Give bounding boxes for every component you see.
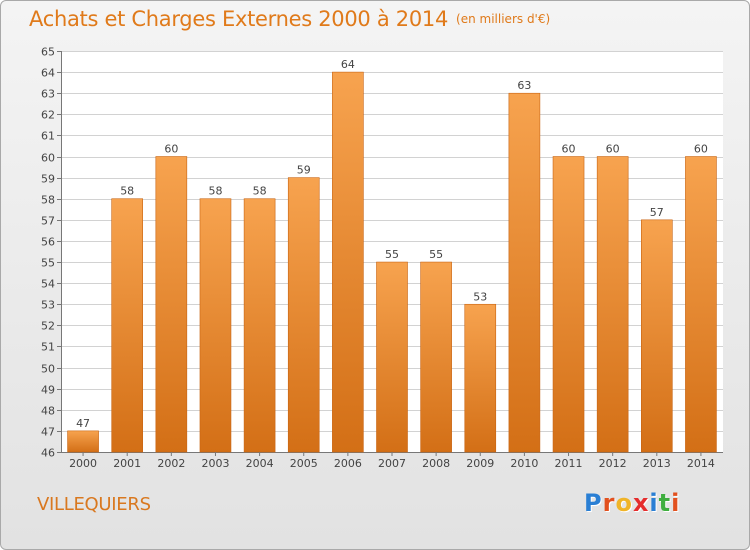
data-label: 57	[650, 206, 664, 219]
x-tick-label: 2014	[687, 457, 715, 470]
x-tick-label: 2001	[113, 457, 141, 470]
data-label: 58	[120, 185, 134, 198]
logo-letter: r	[602, 489, 616, 517]
y-tick-label: 48	[41, 405, 55, 418]
x-tick-label: 2013	[643, 457, 671, 470]
bar	[67, 430, 99, 453]
y-tick-label: 53	[41, 299, 55, 312]
bar	[332, 71, 364, 453]
data-label: 64	[341, 58, 355, 71]
x-tick-label: 2009	[466, 457, 494, 470]
bar	[287, 177, 320, 453]
data-label: 58	[208, 185, 222, 198]
y-tick-label: 54	[41, 278, 55, 291]
y-tick-label: 57	[41, 215, 55, 228]
x-tick-label: 2000	[69, 457, 97, 470]
logo-letter: t	[658, 489, 672, 517]
y-tick-label: 62	[41, 109, 55, 122]
data-label: 55	[385, 248, 399, 261]
y-tick-label: 49	[41, 384, 55, 397]
chart-title: Achats et Charges Externes 2000 à 2014 (e…	[29, 7, 550, 31]
logo-letter: P	[584, 489, 603, 517]
bar	[376, 261, 408, 453]
bar	[199, 198, 232, 453]
y-tick-label: 55	[41, 257, 55, 270]
logo-letter: i	[671, 489, 681, 517]
y-tick-label: 58	[41, 194, 55, 207]
y-tick-label: 64	[41, 67, 55, 80]
x-tick-label: 2006	[334, 457, 362, 470]
data-label: 60	[164, 143, 178, 156]
data-label: 59	[297, 164, 311, 177]
bar	[552, 156, 585, 453]
y-tick-label: 61	[41, 130, 55, 143]
x-tick-label: 2008	[422, 457, 450, 470]
data-label: 60	[606, 143, 620, 156]
x-tick-label: 2004	[246, 457, 274, 470]
x-tick-label: 2005	[290, 457, 318, 470]
x-tick-label: 2011	[555, 457, 583, 470]
data-label: 63	[517, 79, 531, 92]
y-tick-label: 59	[41, 173, 55, 186]
y-tick-label: 56	[41, 236, 55, 249]
y-tick-label: 51	[41, 341, 55, 354]
data-label: 53	[473, 290, 487, 303]
data-label: 58	[253, 185, 267, 198]
bar	[640, 219, 673, 453]
data-label: 60	[694, 143, 708, 156]
data-label: 55	[429, 248, 443, 261]
y-tick-label: 46	[41, 447, 55, 460]
bar	[596, 156, 629, 453]
location-name: VILLEQUIERS	[37, 494, 151, 515]
x-tick-label: 2012	[599, 457, 627, 470]
bar	[508, 92, 541, 453]
bar	[464, 303, 497, 453]
y-tick-label: 60	[41, 152, 55, 165]
y-tick-label: 47	[41, 426, 55, 439]
chart-title-text: Achats et Charges Externes 2000 à 2014	[29, 7, 449, 31]
y-tick-label: 52	[41, 320, 55, 333]
bar	[111, 198, 143, 453]
bar	[243, 198, 276, 453]
x-tick-label: 2007	[378, 457, 406, 470]
x-tick-label: 2010	[510, 457, 538, 470]
data-label: 60	[562, 143, 576, 156]
logo-letter: x	[632, 489, 650, 517]
logo-letter: o	[615, 489, 633, 517]
x-tick-label: 2002	[157, 457, 185, 470]
bar	[155, 156, 188, 453]
data-label: 47	[76, 417, 90, 430]
chart-subtitle: (en milliers d'€)	[456, 12, 551, 26]
proxiti-logo: Proxiti	[584, 489, 680, 517]
logo-letter: i	[649, 489, 659, 517]
y-tick-label: 50	[41, 363, 55, 376]
x-tick-label: 2003	[201, 457, 229, 470]
y-tick-label: 65	[41, 46, 55, 59]
bar	[420, 261, 452, 453]
y-tick-label: 63	[41, 88, 55, 101]
bar	[685, 156, 717, 453]
